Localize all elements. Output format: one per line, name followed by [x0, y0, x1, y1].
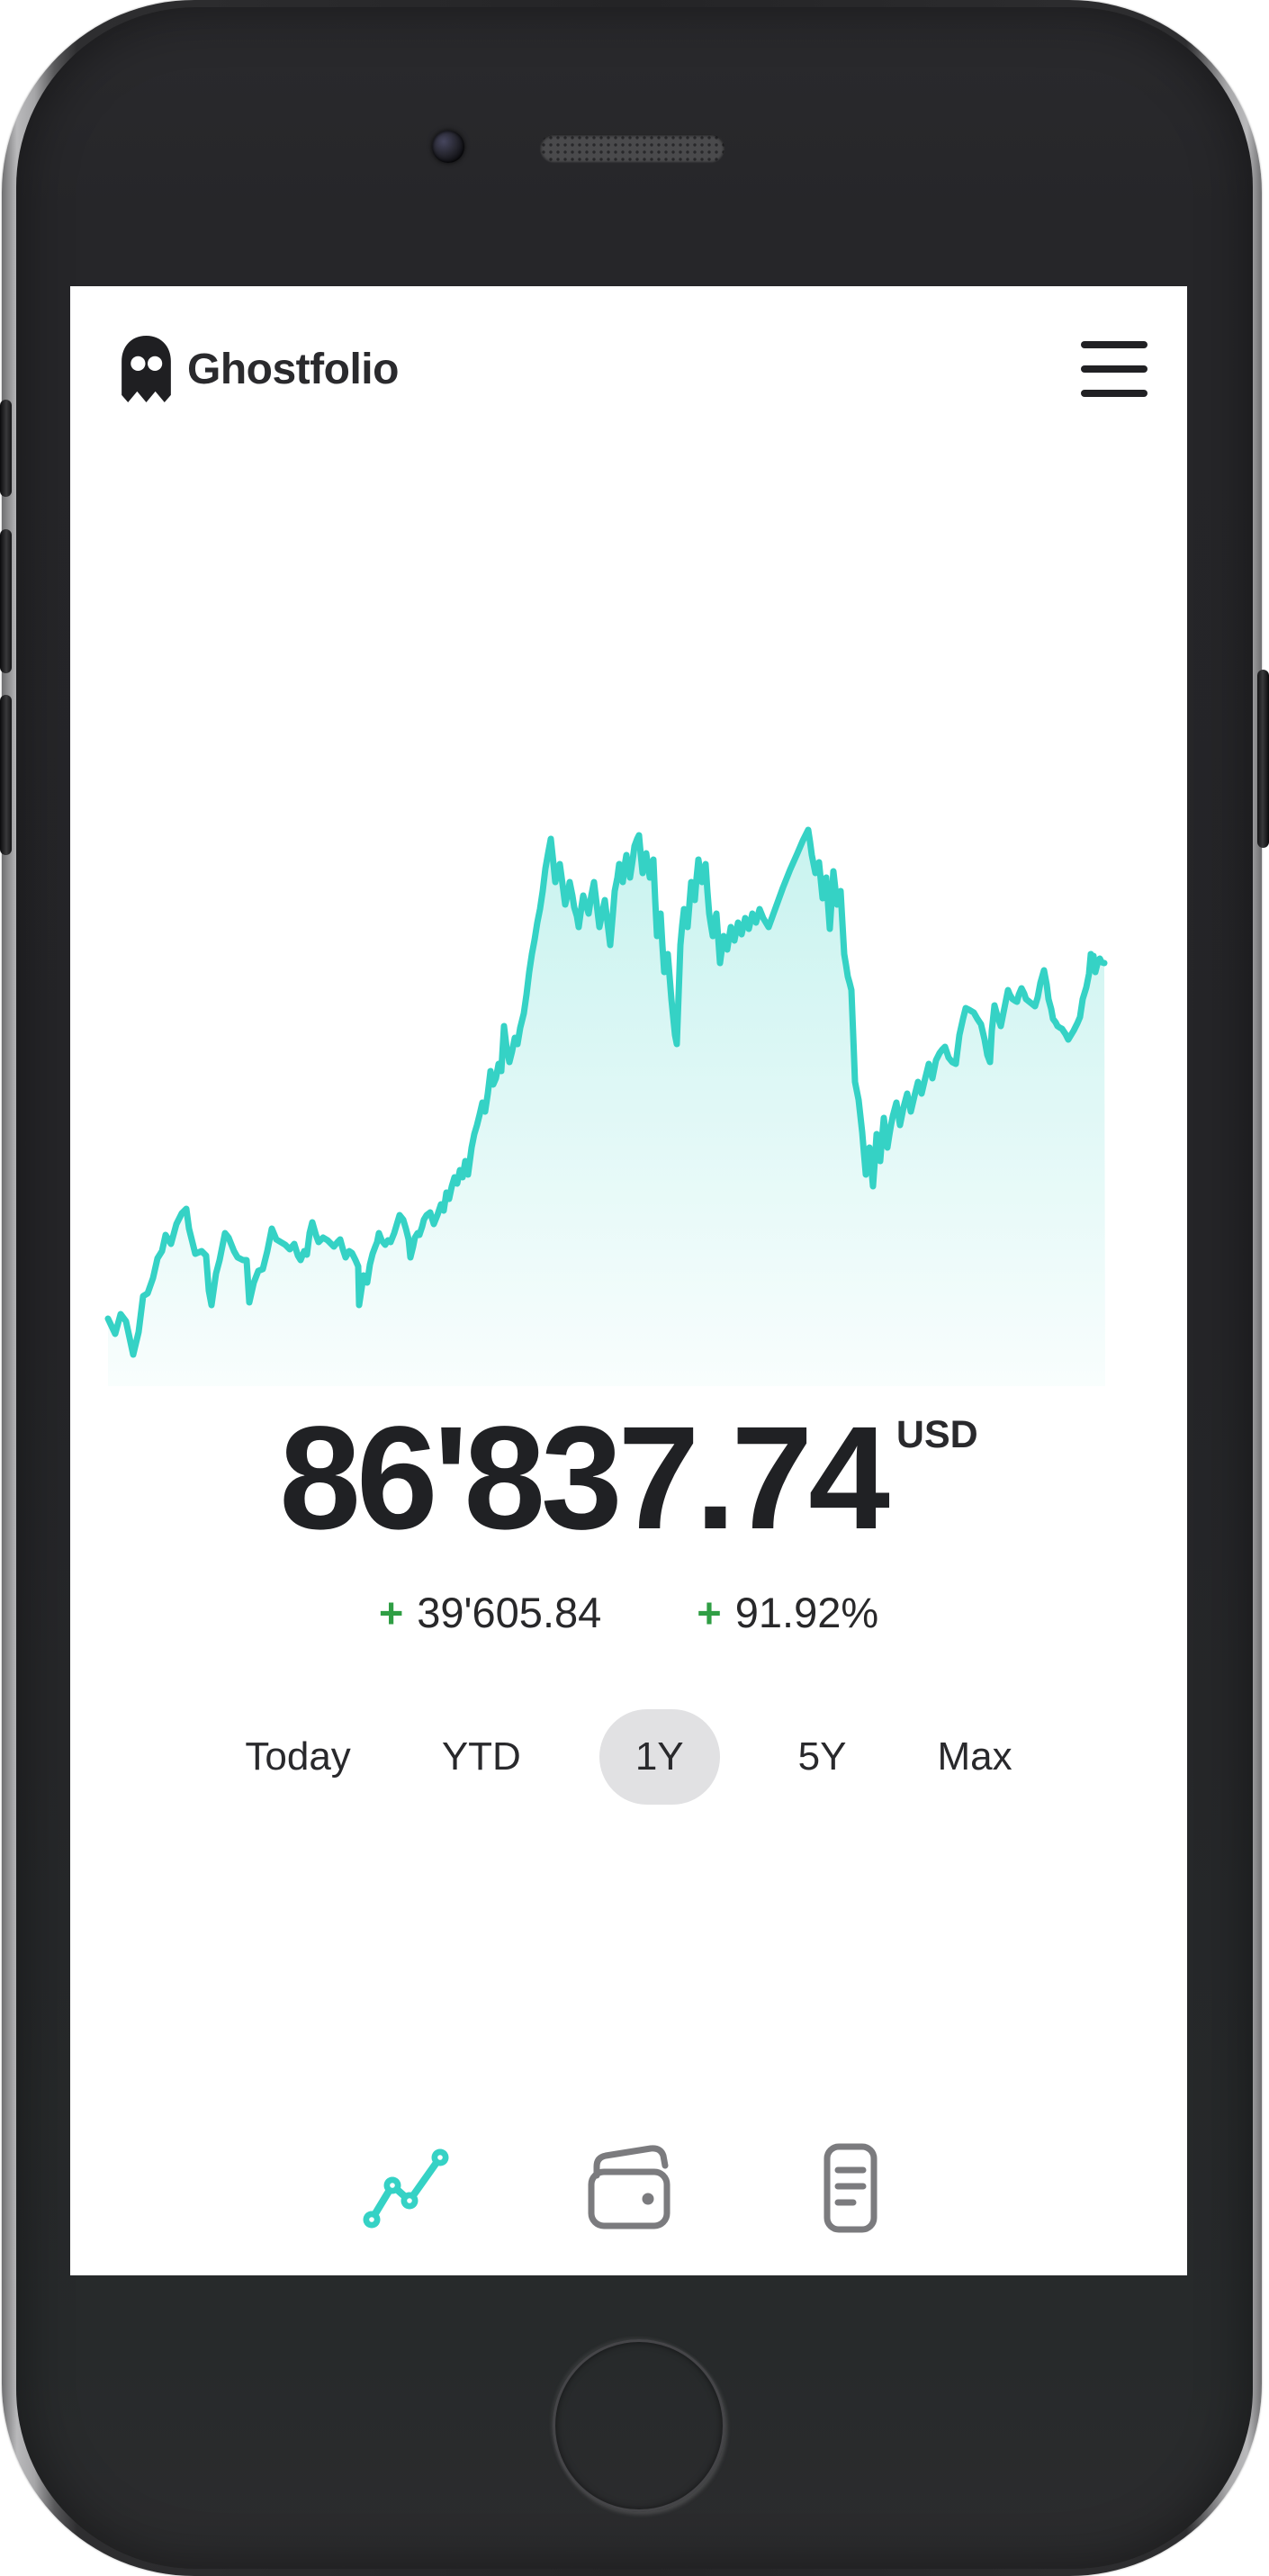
wallet-icon: [588, 2145, 670, 2229]
percent-change-value: 91.92%: [734, 1589, 879, 1636]
performance-line: [104, 826, 1108, 1358]
range-button-max[interactable]: Max: [937, 1734, 1012, 1779]
home-button: [553, 2339, 725, 2512]
performance-chart[interactable]: [104, 826, 1108, 1386]
reader-icon: [824, 2143, 877, 2233]
app-screen: Ghostfolio: [70, 286, 1187, 2275]
performance-area: [108, 830, 1105, 1386]
app-logo: Ghostfolio: [119, 335, 399, 404]
nav-item-wallet[interactable]: [583, 2142, 675, 2234]
absolute-change-value: 39'605.84: [417, 1589, 602, 1636]
portfolio-value-block: 86'837.74 USD: [70, 1404, 1187, 1551]
total-value: 86'837.74: [279, 1395, 890, 1560]
range-button-today[interactable]: Today: [245, 1734, 351, 1779]
nav-item-report[interactable]: [805, 2142, 896, 2234]
hamburger-menu-icon[interactable]: [1081, 338, 1148, 401]
plus-sign: +: [697, 1589, 722, 1636]
volume-up-button: [0, 529, 12, 673]
range-button-ytd[interactable]: YTD: [441, 1734, 521, 1779]
ghost-icon: [122, 335, 171, 402]
range-button-5y[interactable]: 5Y: [797, 1734, 847, 1779]
absolute-change: + 39'605.84: [379, 1588, 601, 1637]
page-title: Ghostfolio: [187, 345, 399, 393]
gains-row: + 39'605.84 + 91.92%: [70, 1588, 1187, 1637]
nav-item-performance[interactable]: [362, 2142, 454, 2234]
app-header: Ghostfolio: [119, 326, 1148, 412]
analytics-icon: [363, 2148, 448, 2229]
range-button-1y[interactable]: 1Y: [598, 1709, 720, 1805]
range-selector: Today YTD 1Y 5Y Max: [70, 1708, 1187, 1806]
bottom-navigation: [70, 2142, 1187, 2234]
volume-down-button: [0, 695, 12, 855]
earpiece-speaker: [540, 134, 724, 162]
mute-switch: [0, 400, 12, 497]
percent-change: + 91.92%: [697, 1588, 878, 1637]
power-button: [1257, 670, 1269, 848]
front-camera: [432, 131, 464, 163]
plus-sign: +: [378, 1589, 404, 1636]
currency-label: USD: [896, 1413, 978, 1456]
